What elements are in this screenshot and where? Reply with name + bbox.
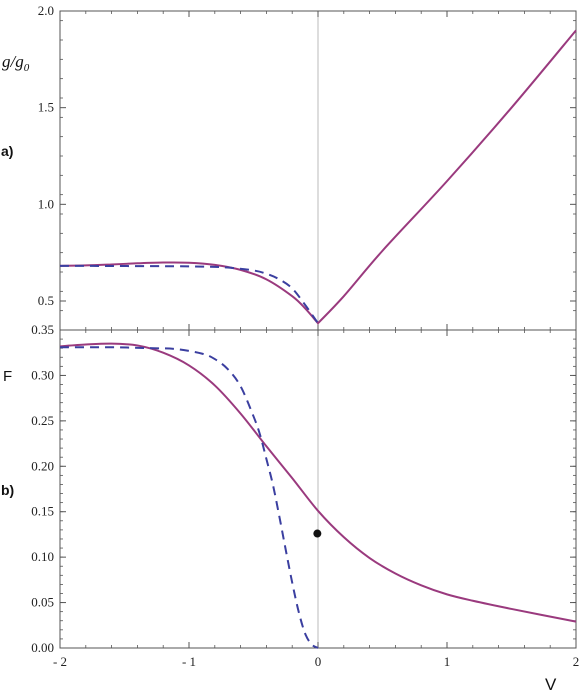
panel-b-xtick-label: 0 — [315, 654, 322, 669]
panel-tags: a) b) — [1, 143, 14, 498]
panel-b-ytick-label: 0.15 — [31, 504, 54, 519]
panel-b-xtick-label: 1 — [444, 654, 451, 669]
panel-b-ylabel: F — [3, 368, 12, 385]
panel-b-data-point — [313, 529, 322, 538]
panel-b-solid-series — [59, 342, 577, 623]
panel-b-ytick-label: 0.10 — [31, 549, 54, 564]
panel-a: 0.35 0.5 1.0 1.5 2.0 — [31, 3, 577, 337]
panel-a-dashed-series — [59, 264, 319, 324]
panel-a-ylabel-sub: 0 — [24, 62, 30, 74]
panel-a-ytick-label: 0.35 — [31, 322, 54, 337]
panel-b-ytick-label: 0.00 — [31, 640, 54, 655]
panel-a-ylabel: g/g0 — [2, 52, 30, 74]
panel-a-ytick-label: 0.5 — [38, 293, 54, 308]
panel-a-label: a) — [1, 143, 13, 159]
panel-a-ytick-label: 1.0 — [38, 196, 54, 211]
panel-b-xlabel: V — [545, 675, 557, 694]
panel-a-ytick-label: 1.5 — [38, 100, 54, 115]
panel-b-ytick-label: 0.25 — [31, 413, 54, 428]
panel-b-dashed-series — [59, 346, 319, 649]
panel-b-xtick-label: - 2 — [53, 654, 67, 669]
axis-titles: g/g0 F V — [2, 52, 557, 694]
panel-b-label: b) — [1, 482, 14, 498]
panel-b-ytick-label: 0.05 — [31, 595, 54, 610]
panel-b-ytick-label: 0.30 — [31, 367, 54, 382]
panel-b: 0.00 0.05 0.10 0.15 0.20 0.25 0.30 - 2 - 1 0 1 2 — [31, 329, 580, 669]
panel-a-ytick-label: 2.0 — [38, 3, 54, 18]
panel-a-solid-series — [59, 29, 577, 325]
panel-b-xtick-label: 2 — [573, 654, 580, 669]
panel-a-ylabel-main: g/g — [2, 52, 24, 71]
panel-b-ytick-label: 0.20 — [31, 458, 54, 473]
panel-b-xtick-label: - 1 — [182, 654, 196, 669]
